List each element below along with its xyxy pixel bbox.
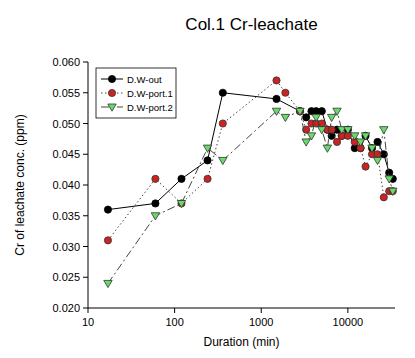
legend-marker (108, 89, 115, 96)
data-point (368, 145, 376, 152)
x-tick-label: 100 (165, 316, 183, 328)
plot-area (104, 77, 397, 288)
series-line (108, 93, 393, 210)
data-point (368, 145, 375, 152)
data-point (307, 133, 315, 140)
legend-box (96, 68, 176, 118)
data-point (219, 120, 226, 127)
data-point (333, 108, 341, 115)
data-point (373, 157, 381, 164)
data-point (296, 108, 303, 115)
y-tick-label: 0.040 (52, 179, 80, 191)
data-point (361, 133, 369, 140)
data-point (374, 151, 381, 158)
x-tick (174, 308, 175, 313)
chart: Col.1 Cr-leachate 0.020 0.025 0.030 0.035 0.0… (0, 0, 415, 358)
data-point (389, 188, 397, 195)
x-axis (88, 308, 395, 309)
data-point (328, 126, 335, 133)
data-point (312, 114, 320, 121)
legend-marker (108, 104, 116, 111)
legend-marker (108, 75, 115, 82)
data-point (104, 280, 112, 287)
data-point (272, 108, 280, 115)
data-point (389, 188, 396, 195)
y-tick-label: 0.035 (52, 210, 80, 222)
x-tick (347, 308, 348, 313)
data-point (204, 175, 211, 182)
data-point (323, 145, 331, 152)
y-tick-label: 0.050 (52, 118, 80, 130)
y-tick-label: 0.025 (52, 271, 80, 283)
data-point (318, 127, 326, 134)
legend-label: D.W-port.1 (127, 88, 173, 99)
x-tick-label: 10 (82, 316, 94, 328)
series-line (108, 80, 393, 240)
x-tick (88, 308, 89, 313)
data-point (152, 200, 159, 207)
series-line (108, 111, 393, 283)
y-tick (83, 154, 88, 155)
data-point (273, 77, 280, 84)
y-tick (83, 123, 88, 124)
data-point (203, 145, 211, 152)
data-point (302, 139, 310, 146)
x-tick (261, 308, 262, 313)
y-tick (83, 92, 88, 93)
data-point (385, 176, 393, 183)
data-point (151, 213, 159, 220)
y-tick-label: 0.055 (52, 87, 80, 99)
y-tick (83, 62, 88, 63)
data-point (152, 175, 159, 182)
data-point (374, 138, 381, 145)
data-point (281, 114, 289, 121)
y-tick-label: 0.045 (52, 148, 80, 160)
x-tick-label: 1000 (249, 316, 273, 328)
legend-label: D.W-out (127, 74, 162, 85)
data-point (219, 89, 226, 96)
data-point (333, 138, 340, 145)
title: Col.1 Cr-leachate (185, 15, 317, 34)
x-tick-label: 10000 (333, 316, 364, 328)
y-axis-label: Cr of leachate conc. (ppm) (13, 114, 27, 255)
data-point (104, 206, 111, 213)
data-point (327, 114, 335, 121)
data-point (318, 108, 325, 115)
data-point (219, 157, 227, 164)
data-point (177, 200, 185, 207)
y-tick (83, 308, 88, 309)
data-point (273, 95, 280, 102)
y-tick (83, 277, 88, 278)
data-point (204, 157, 211, 164)
y-tick (83, 215, 88, 216)
data-point (380, 194, 387, 201)
data-point (296, 108, 304, 115)
data-point (104, 237, 111, 244)
data-point (362, 163, 369, 170)
data-point (356, 139, 364, 146)
legend-label: D.W-port.2 (127, 102, 173, 113)
y-tick-label: 0.060 (52, 56, 80, 68)
data-point (296, 108, 303, 115)
data-point (282, 89, 289, 96)
data-point (380, 127, 388, 134)
y-tick-label: 0.020 (52, 302, 80, 314)
y-tick (83, 185, 88, 186)
y-tick (83, 246, 88, 247)
data-point (303, 114, 310, 121)
data-point (178, 200, 185, 207)
legend: D.W-out D.W-port.1 D.W-port.2 (96, 68, 176, 118)
y-tick-label: 0.030 (52, 241, 80, 253)
x-axis-label: Duration (min) (203, 335, 279, 349)
data-point (178, 175, 185, 182)
